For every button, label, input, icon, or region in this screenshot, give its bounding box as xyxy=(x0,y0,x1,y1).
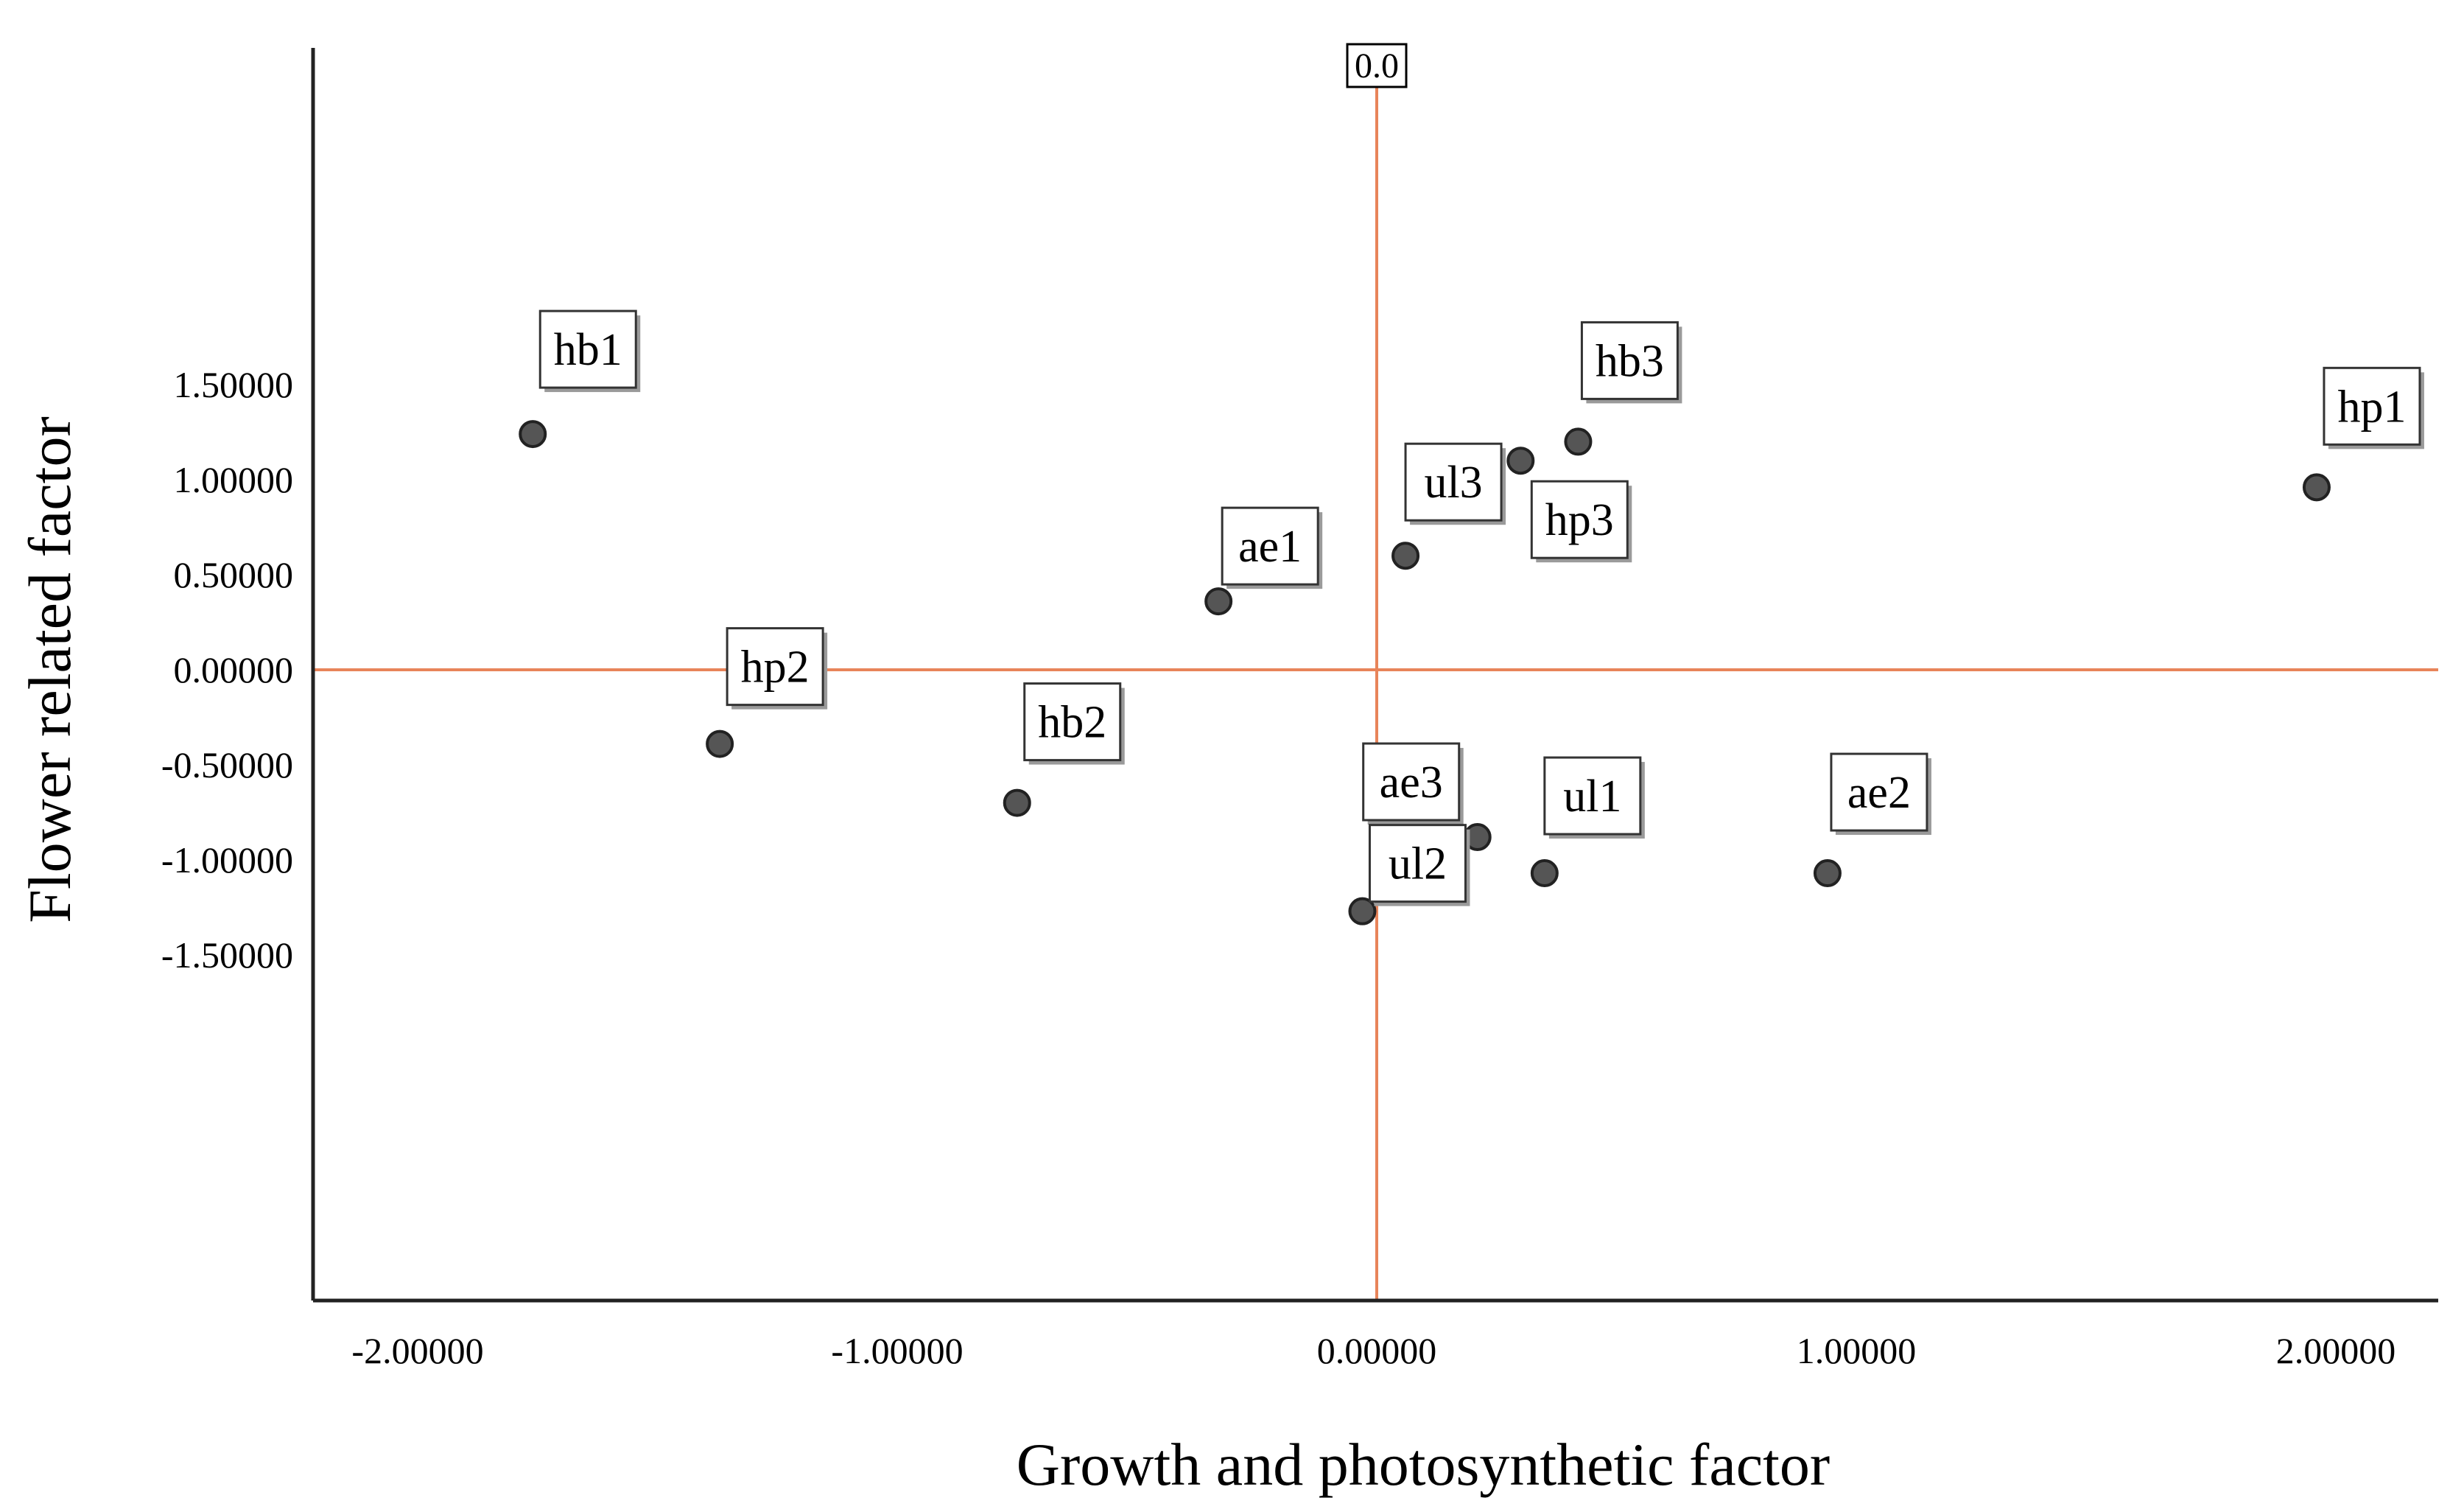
point-label-ae2: ae2 xyxy=(1847,768,1911,818)
point-label-hb2: hb2 xyxy=(1038,698,1106,748)
point-label-ul2: ul2 xyxy=(1389,839,1447,889)
point-label-box xyxy=(538,309,637,389)
point-label-ul1: ul1 xyxy=(1563,771,1621,822)
point-label-box xyxy=(1580,321,1679,400)
data-point-ul2 xyxy=(1348,897,1377,925)
y-tick-label: 1.00000 xyxy=(174,459,294,500)
point-label-ae1: ae1 xyxy=(1238,522,1302,572)
tick-labels: -2.00000 -1.00000 0.00000 1.00000 2.00000 1.5… xyxy=(161,364,2395,1371)
y-tick-label: -0.50000 xyxy=(161,744,293,785)
point-label-box xyxy=(1362,742,1461,822)
data-point-hb1 xyxy=(519,420,547,449)
x-tick-label: 1.00000 xyxy=(1797,1330,1917,1371)
data-point-hp3 xyxy=(1506,447,1535,475)
point-label-hb1: hb1 xyxy=(554,325,622,375)
data-point-ae1 xyxy=(1204,587,1233,616)
x-tick-label: 0.00000 xyxy=(1317,1330,1437,1371)
y-tick-label: 1.50000 xyxy=(174,364,294,405)
data-point-ae2 xyxy=(1813,859,1842,888)
axes xyxy=(311,48,2438,1303)
data-point-hp2 xyxy=(706,729,734,758)
point-label-box xyxy=(1368,824,1467,903)
data-point-ul3 xyxy=(1391,542,1420,570)
y-tick-label: 0.00000 xyxy=(174,649,294,690)
x-tick-label: -1.00000 xyxy=(831,1330,963,1371)
reference-lines: 0.0 xyxy=(313,43,2438,1301)
data-point-hb2 xyxy=(1003,788,1031,817)
point-labels: hb1 hb3 hp3 hp1 ul3 ae1 hp2 hb2 ae3 ul1 ae2 ul2 xyxy=(538,309,2424,906)
point-label-hb3: hb3 xyxy=(1596,336,1664,386)
point-label-box xyxy=(1830,752,1928,832)
point-label-hp1: hp1 xyxy=(2337,382,2406,432)
point-label-ul3: ul3 xyxy=(1424,458,1482,508)
y-tick-label: 0.50000 xyxy=(174,554,294,595)
y-tick-label: -1.50000 xyxy=(161,934,293,976)
point-label-hp3: hp3 xyxy=(1545,495,1614,545)
point-label-box xyxy=(1221,506,1319,586)
x-tick-label: 2.00000 xyxy=(2276,1330,2396,1371)
point-label-box xyxy=(1530,480,1629,559)
data-point-hb3 xyxy=(1564,427,1593,456)
point-label-box xyxy=(1404,442,1503,522)
x-tick-label: -2.00000 xyxy=(351,1330,483,1371)
data-point-hp1 xyxy=(2302,473,2331,502)
point-label-box xyxy=(726,627,824,707)
point-label-ae3: ae3 xyxy=(1380,757,1443,808)
reference-label-box xyxy=(1346,43,1408,88)
y-tick-label: -1.00000 xyxy=(161,839,293,881)
point-label-hp2: hp2 xyxy=(741,643,810,693)
point-label-box xyxy=(2323,366,2421,446)
y-axis-title: Flower related factor xyxy=(16,416,83,923)
data-point-ul1 xyxy=(1530,859,1559,888)
reference-label: 0.0 xyxy=(1355,46,1399,85)
point-label-box xyxy=(1023,682,1122,762)
point-label-box xyxy=(1543,756,1642,836)
x-axis-title: Growth and photosynthetic factor xyxy=(1017,1431,1830,1498)
